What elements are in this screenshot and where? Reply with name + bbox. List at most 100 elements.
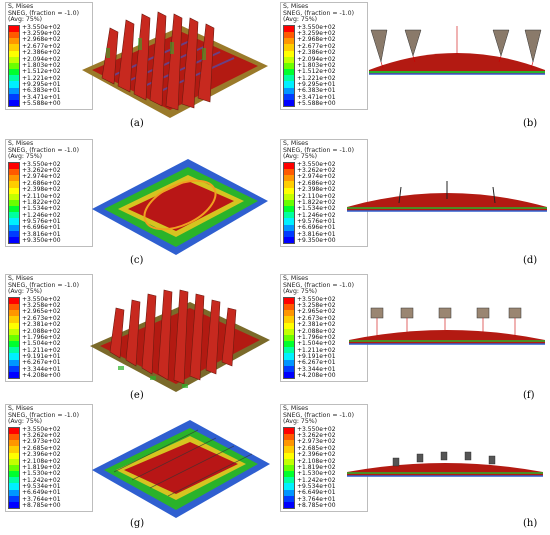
scale-value: +2.088e+02 [22, 327, 61, 335]
legend-avg: (Avg: 75%) [8, 16, 43, 24]
color-swatch [9, 495, 19, 503]
color-swatch [284, 50, 294, 57]
scale-value: +9.350e+00 [297, 236, 336, 244]
legend-avg: (Avg: 75%) [283, 418, 318, 426]
scale-value: +2.386e+02 [297, 49, 336, 57]
scale-value: +3.550e+02 [22, 425, 61, 433]
color-swatch [9, 427, 19, 434]
scale-value: +1.796e+02 [22, 333, 61, 341]
legend-subtitle: SNEG, (fraction = -1.0) [283, 9, 354, 17]
scale-value: +1.504e+02 [22, 340, 61, 348]
color-swatch [284, 471, 294, 478]
color-swatch [284, 347, 294, 354]
scale-value: +2.110e+02 [297, 192, 336, 200]
scale-value: +1.822e+02 [22, 198, 61, 206]
color-swatch [9, 489, 19, 496]
scale-value: +3.259e+02 [22, 30, 61, 38]
color-swatch [284, 212, 294, 219]
scale-value: +2.968e+02 [22, 36, 61, 44]
color-scale: +3.550e+02 +3.262e+02 +2.973e+02 +2.685e+02… [283, 426, 365, 510]
color-swatch [284, 69, 294, 76]
color-swatch [284, 87, 294, 94]
scale-value: +3.258e+02 [22, 302, 61, 310]
scale-value: +3.262e+02 [22, 167, 61, 175]
scale-value: +3.471e+01 [22, 93, 61, 101]
color-swatch [9, 87, 19, 94]
legend-subtitle: SNEG, (fraction = -1.0) [8, 146, 79, 154]
scale-value: +5.588e+00 [297, 99, 336, 107]
scale-value: +6.649e+01 [297, 489, 336, 497]
scale-value: +4.208e+00 [22, 371, 61, 379]
scale-value: +6.696e+01 [297, 224, 336, 232]
color-swatch [284, 328, 294, 335]
scale-value: +2.381e+02 [297, 321, 336, 329]
scale-value: +2.974e+02 [297, 173, 336, 181]
scale-value: +2.088e+02 [297, 327, 336, 335]
scale-value: +6.649e+01 [22, 489, 61, 497]
color-swatch [284, 162, 294, 169]
color-swatch [9, 452, 19, 459]
legend-avg: (Avg: 75%) [283, 288, 318, 296]
color-swatch [9, 347, 19, 354]
color-swatch [9, 433, 19, 441]
color-bar [8, 161, 20, 245]
scale-values: +3.550e+02 +3.258e+02 +2.965e+02 +2.673e+02… [297, 296, 336, 379]
scale-value: +8.785e+00 [22, 501, 61, 509]
legend-f: S, Mises SNEG, (fraction = -1.0) (Avg: 7… [280, 274, 368, 383]
legend-d: S, Mises SNEG, (fraction = -1.0) (Avg: 7… [280, 139, 368, 248]
color-swatch [9, 224, 19, 231]
scale-value: +3.550e+02 [22, 160, 61, 168]
scale-value: +2.673e+02 [22, 314, 61, 322]
scale-value: +8.785e+00 [297, 501, 336, 509]
color-swatch [284, 316, 294, 323]
color-swatch [9, 206, 19, 213]
panel-a: S, Mises SNEG, (fraction = -1.0) (Avg: 7… [0, 0, 275, 133]
scale-value: +1.221e+02 [22, 74, 61, 82]
legend-title: S, Mises [283, 275, 309, 282]
color-swatch [9, 162, 19, 169]
color-swatch [9, 334, 19, 342]
legend-avg: (Avg: 75%) [283, 153, 318, 161]
color-swatch [9, 38, 19, 45]
color-swatch [284, 458, 294, 465]
color-swatch [9, 44, 19, 51]
color-swatch [9, 316, 19, 323]
color-scale: +3.550e+02 +3.262e+02 +2.974e+02 +2.686e+02… [8, 160, 90, 245]
color-swatch [284, 446, 294, 453]
scale-value: +3.816e+01 [297, 230, 336, 238]
legend-avg: (Avg: 75%) [8, 288, 43, 296]
color-bar [283, 296, 295, 380]
scale-value: +2.686e+02 [297, 179, 336, 187]
color-bar [283, 426, 295, 510]
scale-values: +3.550e+02 +3.258e+02 +2.965e+02 +2.673e+02… [22, 295, 61, 379]
legend-subtitle: SNEG, (fraction = -1.0) [8, 9, 79, 17]
scale-value: +3.816e+01 [22, 230, 61, 238]
scale-value: +6.383e+01 [22, 87, 61, 95]
scale-value: +3.262e+02 [297, 167, 336, 175]
color-swatch [9, 100, 19, 107]
scale-value: +3.550e+02 [22, 295, 61, 303]
scale-value: +9.295e+01 [297, 80, 336, 88]
color-bar [8, 296, 20, 380]
caption-d: (d) [523, 255, 538, 266]
scale-value: +9.534e+01 [297, 482, 336, 490]
color-swatch [284, 365, 294, 373]
scale-value: +2.398e+02 [22, 186, 61, 194]
model-e-image [90, 289, 270, 392]
legend-title: S, Mises [283, 405, 309, 412]
color-swatch [284, 433, 294, 441]
scale-value: +2.973e+02 [22, 438, 61, 446]
panel-c: S, Mises SNEG, (fraction = -1.0) (Avg: 7… [0, 137, 275, 270]
scale-values: +3.550e+02 +3.262e+02 +2.973e+02 +2.685e+02… [22, 425, 61, 509]
model-b-image [369, 26, 545, 75]
color-swatch [9, 464, 19, 472]
scale-value: +2.974e+02 [22, 173, 61, 181]
model-d-image [347, 181, 547, 212]
model-f-image [349, 307, 545, 345]
scale-value: +9.191e+01 [22, 352, 61, 360]
color-swatch [9, 187, 19, 194]
color-bar [8, 426, 20, 510]
scale-value: +9.191e+01 [297, 352, 336, 360]
color-swatch [284, 303, 294, 311]
legend-subtitle: SNEG, (fraction = -1.0) [283, 411, 354, 419]
